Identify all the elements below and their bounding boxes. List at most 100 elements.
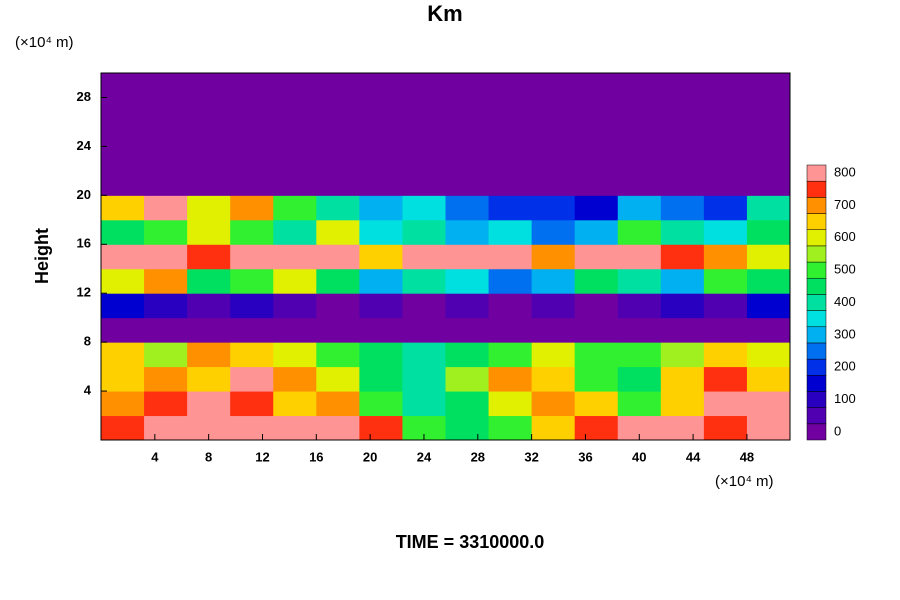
- heatmap-cell: [187, 391, 231, 417]
- heatmap-cell: [746, 146, 791, 172]
- heatmap-cell: [531, 244, 576, 270]
- colorbar-swatch: [806, 342, 827, 360]
- heatmap-cell: [660, 244, 705, 270]
- colorbar-swatch: [806, 261, 827, 279]
- x-tick-label: 48: [740, 449, 754, 464]
- heatmap-cell: [488, 146, 533, 172]
- heatmap-cell: [402, 73, 446, 98]
- heatmap-cell: [703, 244, 748, 270]
- heatmap-cell: [402, 342, 446, 368]
- y-tick-label: 4: [84, 383, 92, 398]
- heatmap-cell: [660, 97, 705, 123]
- colorbar-swatch: [806, 197, 827, 214]
- heatmap-cell: [273, 317, 317, 343]
- heatmap-cell: [746, 73, 791, 98]
- heatmap-cell: [445, 219, 490, 245]
- heatmap-cell: [574, 293, 619, 319]
- heatmap-cell: [316, 97, 360, 123]
- heatmap-cell: [531, 146, 576, 172]
- heatmap-cell: [402, 244, 446, 270]
- heatmap-cell: [660, 293, 705, 319]
- heatmap-cell: [101, 73, 145, 98]
- heatmap-cell: [703, 219, 748, 245]
- heatmap-cell: [617, 146, 662, 172]
- heatmap-cell: [746, 170, 791, 196]
- heatmap-cell: [660, 415, 705, 441]
- heatmap-cell: [273, 97, 317, 123]
- heatmap-cell: [359, 268, 403, 294]
- heatmap-cell: [660, 121, 705, 147]
- heatmap-cell: [101, 170, 145, 196]
- heatmap-cell: [144, 121, 188, 147]
- heatmap-cell: [273, 121, 317, 147]
- heatmap-cell: [101, 268, 145, 294]
- colorbar-swatch: [806, 180, 827, 198]
- heatmap-cell: [574, 244, 619, 270]
- y-tick-label: 28: [77, 89, 91, 104]
- heatmap-cell: [144, 415, 188, 441]
- heatmap-cell: [101, 195, 145, 221]
- heatmap-cell: [316, 366, 360, 392]
- x-unit: (×10⁴ m): [715, 473, 774, 490]
- heatmap-cell: [402, 219, 446, 245]
- heatmap-cell: [660, 170, 705, 196]
- heatmap-cell: [445, 170, 490, 196]
- heatmap-cell: [230, 391, 274, 417]
- colorbar-swatch: [806, 375, 827, 392]
- x-tick-label: 40: [632, 449, 646, 464]
- heatmap-cell: [488, 97, 533, 123]
- chart-title: Km: [427, 1, 462, 26]
- heatmap-cell: [703, 366, 748, 392]
- heatmap-cell: [230, 170, 274, 196]
- heatmap-cell: [230, 121, 274, 147]
- y-tick-label: 16: [77, 236, 91, 251]
- heatmap-cell: [316, 146, 360, 172]
- heatmap-cell: [273, 415, 317, 441]
- heatmap-cell: [402, 146, 446, 172]
- heatmap-cell: [230, 195, 274, 221]
- heatmap-cell: [316, 73, 360, 98]
- heatmap-cell: [101, 97, 145, 123]
- heatmap-cell: [617, 366, 662, 392]
- heatmap-cell: [617, 342, 662, 368]
- heatmap-cell: [445, 391, 490, 417]
- heatmap-cell: [359, 366, 403, 392]
- heatmap-cell: [703, 391, 748, 417]
- colorbar-swatch: [806, 391, 827, 408]
- heatmap-cell: [531, 73, 576, 98]
- heatmap-cell: [144, 391, 188, 417]
- colorbar-tick-label: 700: [834, 197, 856, 212]
- heatmap-cell: [703, 317, 748, 343]
- heatmap-cell: [488, 121, 533, 147]
- heatmap-cell: [273, 170, 317, 196]
- footer: TIME = 3310000.0: [396, 532, 545, 552]
- heatmap-cell: [359, 146, 403, 172]
- heatmap-cell: [488, 195, 533, 221]
- colorbar-tick-label: 0: [834, 423, 841, 438]
- heatmap-cell: [273, 244, 317, 270]
- heatmap-cell: [359, 342, 403, 368]
- heatmap-cell: [359, 244, 403, 270]
- heatmap-cell: [488, 268, 533, 294]
- heatmap-cell: [273, 342, 317, 368]
- colorbar-swatch: [806, 213, 827, 230]
- x-tick-label: 12: [255, 449, 269, 464]
- heatmap-cell: [531, 268, 576, 294]
- heatmap-cell: [746, 366, 791, 392]
- heatmap-cell: [574, 97, 619, 123]
- heatmap-cell: [488, 317, 533, 343]
- heatmap-cell: [445, 244, 490, 270]
- heatmap-cell: [660, 73, 705, 98]
- heatmap-cell: [187, 219, 231, 245]
- heatmap-cell: [660, 146, 705, 172]
- heatmap-cell: [359, 317, 403, 343]
- heatmap-cell: [273, 293, 317, 319]
- heatmap-cell: [703, 342, 748, 368]
- heatmap-cell: [101, 293, 145, 319]
- heatmap-cell: [617, 73, 662, 98]
- heatmap-cell: [660, 219, 705, 245]
- x-tick-label: 20: [363, 449, 377, 464]
- heatmap-cell: [316, 293, 360, 319]
- colorbar-tick-label: 500: [834, 262, 856, 277]
